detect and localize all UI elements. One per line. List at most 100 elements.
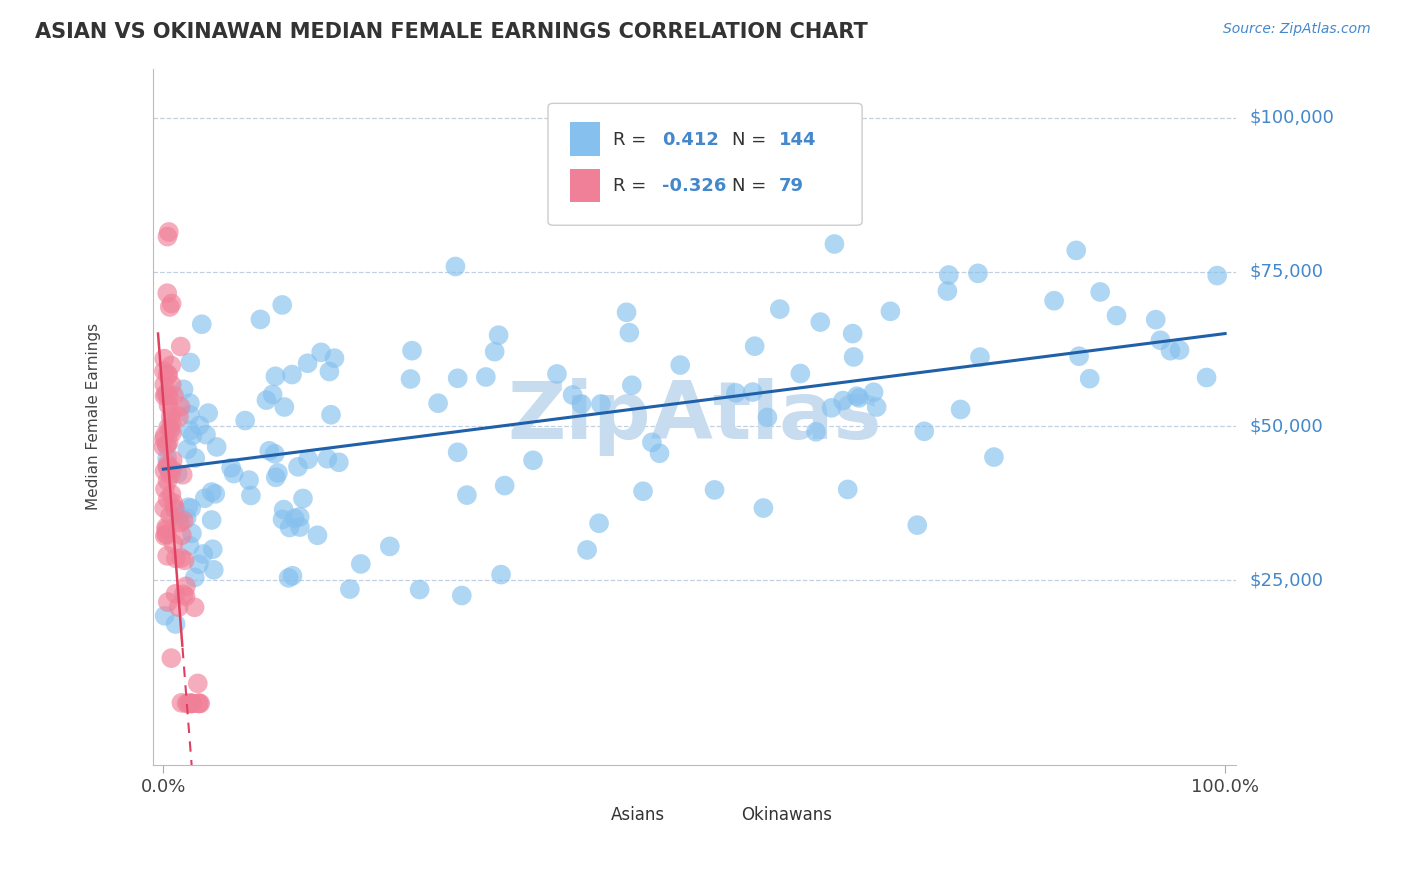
Point xyxy=(180,501,202,516)
Point xyxy=(866,400,889,414)
Point xyxy=(936,284,959,298)
Point xyxy=(153,428,176,442)
Point xyxy=(571,397,593,411)
Point xyxy=(153,482,176,496)
Point xyxy=(267,466,290,480)
Point xyxy=(323,351,346,366)
Point xyxy=(159,508,181,523)
Point xyxy=(201,513,224,527)
Point xyxy=(163,502,186,516)
Point xyxy=(309,345,332,359)
Point xyxy=(249,312,271,326)
Point xyxy=(297,452,319,467)
Point xyxy=(159,300,181,314)
Point xyxy=(938,268,960,282)
Point xyxy=(620,378,643,392)
Point xyxy=(291,491,314,506)
Point xyxy=(179,539,201,553)
Point xyxy=(160,416,183,430)
Point xyxy=(837,483,859,497)
Point xyxy=(155,523,177,537)
Point xyxy=(156,451,179,466)
Point xyxy=(789,367,811,381)
Point xyxy=(174,590,197,604)
Point xyxy=(1043,293,1066,308)
Point xyxy=(273,400,295,414)
Point xyxy=(170,551,193,566)
Text: R =: R = xyxy=(613,130,652,149)
Point xyxy=(820,401,842,415)
Point xyxy=(408,582,430,597)
Point xyxy=(160,404,183,418)
Point xyxy=(804,425,827,439)
Point xyxy=(494,478,516,492)
Point xyxy=(159,409,181,424)
Point xyxy=(205,440,228,454)
Point xyxy=(967,266,990,280)
Point xyxy=(179,396,201,410)
Text: N =: N = xyxy=(733,177,772,194)
Point xyxy=(1105,309,1128,323)
Point xyxy=(197,406,219,420)
Point xyxy=(1159,343,1181,358)
Point xyxy=(316,451,339,466)
FancyBboxPatch shape xyxy=(710,805,734,826)
Point xyxy=(201,485,224,500)
Point xyxy=(233,413,256,427)
Point xyxy=(160,425,183,440)
Point xyxy=(188,697,211,711)
Text: -0.326: -0.326 xyxy=(662,177,725,194)
Point xyxy=(631,484,654,499)
Point xyxy=(256,393,278,408)
Point xyxy=(842,350,865,364)
Point xyxy=(1206,268,1229,283)
Point xyxy=(278,520,301,534)
Point xyxy=(281,368,304,382)
Point xyxy=(162,537,184,551)
Text: 0.412: 0.412 xyxy=(662,130,718,149)
Point xyxy=(159,467,181,482)
Point xyxy=(184,570,207,584)
Point xyxy=(905,518,928,533)
Text: Source: ZipAtlas.com: Source: ZipAtlas.com xyxy=(1223,22,1371,37)
Point xyxy=(177,500,200,515)
Point xyxy=(619,326,641,340)
Point xyxy=(288,509,311,524)
Point xyxy=(273,502,295,516)
Point xyxy=(157,420,180,434)
Point xyxy=(194,491,217,506)
Point xyxy=(271,298,294,312)
Point xyxy=(165,617,187,632)
FancyBboxPatch shape xyxy=(569,169,600,202)
Point xyxy=(641,435,664,450)
Text: R =: R = xyxy=(613,177,652,194)
Point xyxy=(173,514,195,528)
Point xyxy=(153,432,176,446)
Point xyxy=(160,651,183,665)
Point xyxy=(456,488,478,502)
Point xyxy=(475,370,498,384)
Point xyxy=(187,558,209,572)
Point xyxy=(157,225,180,239)
Point xyxy=(841,326,863,341)
Point xyxy=(167,509,190,524)
Point xyxy=(179,697,201,711)
Point xyxy=(808,315,831,329)
Point xyxy=(179,355,201,369)
Point xyxy=(450,589,472,603)
Point xyxy=(153,501,176,516)
Point xyxy=(195,427,218,442)
Point xyxy=(159,423,181,437)
Point xyxy=(522,453,544,467)
Point xyxy=(167,600,190,615)
Point xyxy=(401,343,423,358)
Text: 144: 144 xyxy=(779,130,817,149)
Text: $100,000: $100,000 xyxy=(1250,109,1334,127)
Point xyxy=(156,439,179,453)
Point xyxy=(184,450,207,465)
Point xyxy=(163,388,186,402)
Point xyxy=(180,697,202,711)
Point xyxy=(179,408,201,422)
FancyBboxPatch shape xyxy=(548,103,862,226)
Point xyxy=(703,483,725,497)
